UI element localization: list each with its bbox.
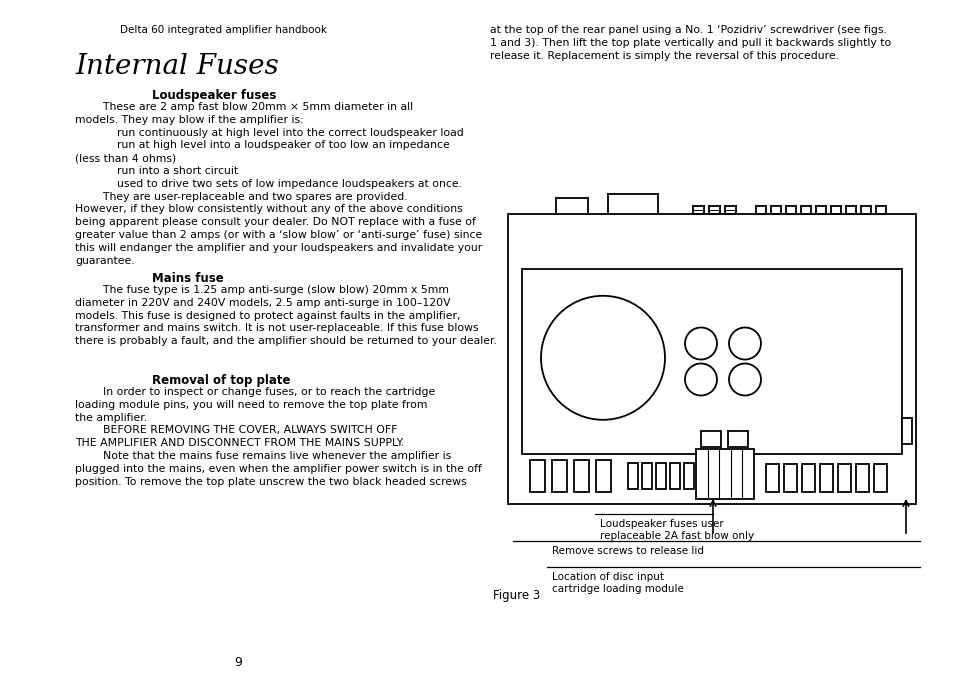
Text: Delta 60 integrated amplifier handbook: Delta 60 integrated amplifier handbook	[120, 25, 327, 35]
Circle shape	[540, 296, 664, 420]
Text: Remove screws to release lid: Remove screws to release lid	[552, 546, 703, 556]
Circle shape	[684, 364, 717, 396]
Text: These are 2 amp fast blow 20mm × 5mm diameter in all
models. They may blow if th: These are 2 amp fast blow 20mm × 5mm dia…	[75, 102, 482, 266]
Text: at the top of the rear panel using a No. 1 ‘Pozidriv’ screwdriver (see figs.
1 a: at the top of the rear panel using a No.…	[490, 25, 890, 60]
Bar	[596, 460, 610, 492]
Bar	[783, 464, 796, 492]
Bar	[507, 214, 915, 504]
Bar	[855, 464, 868, 492]
Bar	[683, 463, 693, 489]
Text: Figure 3: Figure 3	[493, 589, 539, 602]
Text: Removal of top plate: Removal of top plate	[152, 374, 291, 387]
Circle shape	[684, 328, 717, 359]
Bar	[727, 431, 747, 447]
Bar	[669, 463, 679, 489]
Text: 9: 9	[233, 656, 242, 669]
Bar	[574, 460, 588, 492]
Bar	[641, 463, 651, 489]
Text: Loudspeaker fuses user
replaceable 2A fast blow only: Loudspeaker fuses user replaceable 2A fa…	[599, 519, 753, 541]
Text: Mains fuse: Mains fuse	[152, 272, 224, 285]
Circle shape	[728, 328, 760, 359]
Bar	[696, 449, 753, 499]
Bar	[873, 464, 886, 492]
Bar	[700, 431, 720, 447]
Bar	[801, 464, 814, 492]
Bar	[765, 464, 779, 492]
Text: The fuse type is 1.25 amp anti-surge (slow blow) 20mm x 5mm
diameter in 220V and: The fuse type is 1.25 amp anti-surge (sl…	[75, 285, 497, 346]
Bar	[837, 464, 850, 492]
Bar	[820, 464, 832, 492]
Bar	[656, 463, 665, 489]
Text: In order to inspect or change fuses, or to reach the cartridge
loading module pi: In order to inspect or change fuses, or …	[75, 387, 481, 486]
Bar	[530, 460, 544, 492]
Bar	[521, 269, 901, 454]
Bar	[552, 460, 566, 492]
Text: Internal Fuses: Internal Fuses	[75, 53, 278, 80]
Text: Location of disc input
cartridge loading module: Location of disc input cartridge loading…	[552, 572, 683, 593]
Bar	[901, 418, 911, 444]
Circle shape	[728, 364, 760, 396]
Text: Loudspeaker fuses: Loudspeaker fuses	[152, 89, 276, 102]
Bar	[627, 463, 638, 489]
